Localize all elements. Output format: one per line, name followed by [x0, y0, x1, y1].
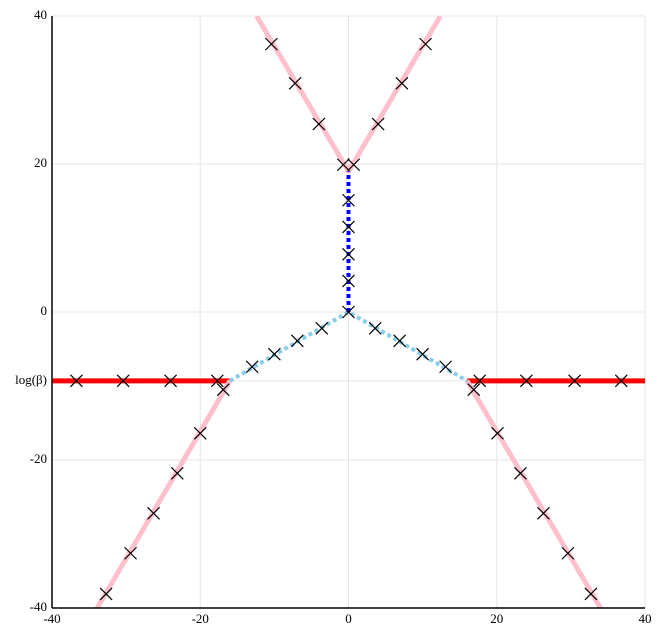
x-tick-label: -40 [43, 611, 60, 626]
cross-marker [491, 426, 504, 440]
series-line [254, 16, 443, 174]
cross-marker [164, 374, 178, 388]
cross-marker [342, 193, 355, 207]
y-tick-label: 40 [34, 7, 47, 22]
cross-marker [342, 305, 355, 319]
cross-marker [584, 587, 598, 601]
y-tick-label: -40 [30, 599, 47, 614]
cross-marker [210, 374, 224, 388]
y-tick-label: 0 [41, 303, 48, 318]
cross-marker [124, 546, 137, 560]
cross-marker [473, 374, 487, 388]
series-line [228, 310, 469, 383]
cross-marker [193, 426, 207, 440]
cross-marker [70, 374, 83, 388]
cross-marker [537, 506, 550, 520]
cross-marker [342, 220, 355, 234]
plot-area [52, 16, 645, 608]
x-tick-label: -20 [192, 611, 209, 626]
cross-marker [216, 383, 230, 397]
cross-marker [342, 274, 355, 288]
cross-marker [416, 347, 430, 361]
cross-marker [519, 374, 533, 388]
cross-marker [99, 587, 113, 601]
cross-marker [312, 117, 326, 131]
cross-marker [368, 321, 382, 335]
cross-marker [288, 76, 302, 90]
cross-marker [116, 374, 130, 388]
cross-marker [561, 546, 575, 560]
y-tick-label: -20 [30, 451, 47, 466]
cross-marker [614, 374, 628, 388]
x-tick-label: 20 [490, 611, 503, 626]
cross-marker [342, 247, 355, 261]
cross-marker [336, 158, 350, 172]
cross-marker [514, 466, 527, 480]
cross-marker [267, 347, 281, 361]
cross-marker [315, 321, 329, 335]
cross-marker [419, 37, 433, 51]
cross-marker [147, 506, 160, 520]
cross-marker [393, 334, 407, 348]
series-line [95, 379, 233, 608]
cross-marker [347, 158, 361, 172]
tick-labels: -40 -20 0 20 40 -40 -20 log(β) 0 20 40 [15, 7, 651, 626]
cross-marker [245, 360, 259, 374]
cross-marker [568, 374, 582, 388]
cross-marker [170, 466, 184, 480]
cross-marker [395, 76, 409, 90]
cross-marker [439, 360, 453, 374]
cross-marker [371, 117, 385, 131]
x-tick-label: 40 [639, 611, 652, 626]
cross-marker [290, 334, 304, 348]
series-line [464, 379, 603, 608]
x-tick-label: 0 [345, 611, 352, 626]
y-tick-label: 20 [34, 155, 47, 170]
y-tick-label: log(β) [15, 372, 47, 387]
cross-marker [264, 37, 278, 51]
cross-marker [467, 383, 481, 397]
